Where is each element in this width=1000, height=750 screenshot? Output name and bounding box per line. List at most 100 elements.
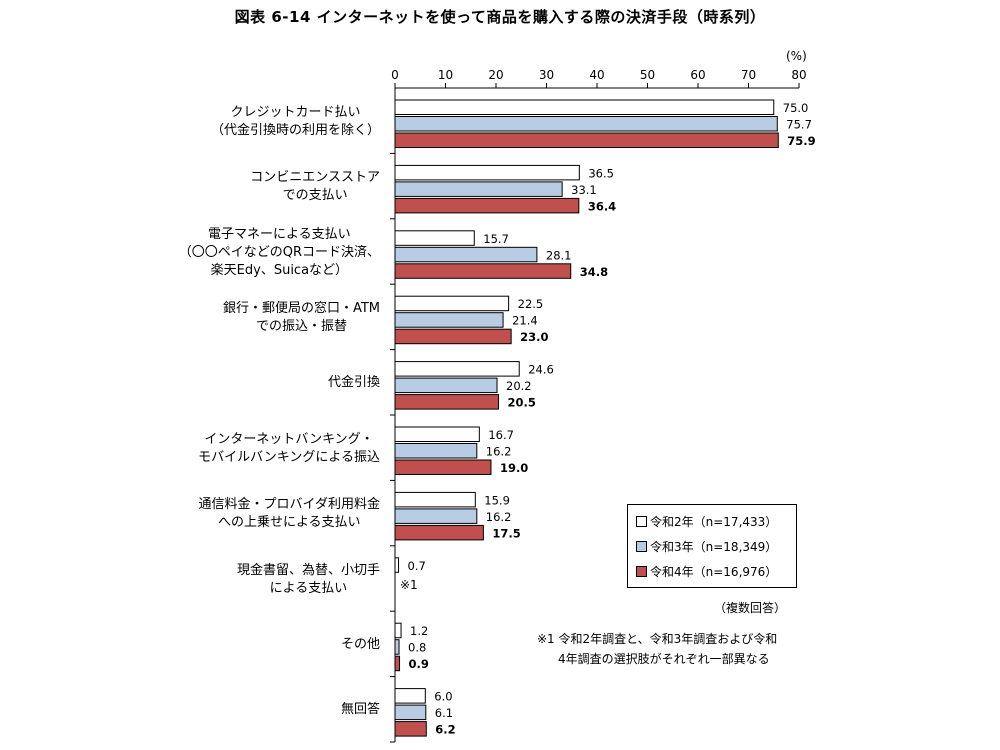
bar (394, 622, 402, 639)
category-label-line: での支払い (282, 188, 348, 204)
bar (394, 721, 427, 737)
data-label: 15.9 (484, 493, 510, 507)
category-label-line: による支払い (269, 580, 348, 596)
bar (394, 639, 400, 655)
category-label-line: コンビニエンスストア (250, 170, 380, 186)
bar (394, 132, 779, 148)
data-label: 0.7 (408, 559, 426, 573)
legend-item: 令和4年（n=16,976） (636, 559, 788, 584)
data-label: 19.0 (500, 461, 528, 475)
category-label: クレジットカード払い （代金引換時の利用を除く） (211, 104, 380, 140)
bar (394, 99, 775, 115)
x-tick-label: 40 (589, 68, 604, 82)
footnote-line: ※1 令和2年調査と、令和3年調査および令和 (537, 632, 778, 646)
data-label: 16.7 (488, 428, 514, 442)
category-label: インターネットバンキング・ モバイルバンキングによる振込 (198, 431, 380, 467)
bar (394, 394, 500, 410)
legend-swatch (636, 516, 647, 527)
bar (394, 197, 580, 214)
footnote: ※1 令和2年調査と、令和3年調査および令和 4年調査の選択肢がそれぞれ一部異な… (537, 629, 777, 669)
data-label: 0.8 (408, 641, 426, 655)
data-label: 24.6 (528, 363, 554, 377)
unit-label: (%) (786, 49, 807, 63)
bar (394, 377, 498, 394)
data-label: 75.7 (786, 118, 812, 132)
category-label: その他 (341, 636, 380, 654)
data-label: 23.0 (520, 330, 548, 344)
bar (394, 116, 778, 132)
data-label: 6.0 (434, 690, 452, 704)
x-tick-label: 10 (438, 68, 453, 82)
category-label-line: 電子マネーによる支払い (208, 226, 351, 242)
data-label: 75.9 (787, 134, 815, 148)
data-label: 17.5 (492, 526, 520, 540)
data-label: 21.4 (512, 314, 538, 328)
data-label: 36.5 (588, 166, 614, 180)
data-label: 20.2 (506, 379, 532, 393)
data-label: 34.8 (580, 265, 608, 279)
category-label-line: 銀行・郵便局の窓口・ATM (222, 300, 380, 316)
bar (394, 557, 400, 573)
bar (394, 443, 478, 459)
bar (394, 508, 478, 524)
bar (394, 361, 520, 377)
bar (394, 704, 427, 721)
bar (394, 246, 538, 263)
bar (394, 230, 475, 246)
category-label-line: （代金引換時の利用を除く） (210, 122, 380, 138)
data-label: 28.1 (546, 248, 572, 262)
category-label: 通信料金・プロバイダ利用料金 への上乗せによる支払い (199, 496, 380, 532)
category-label-line: （〇〇ペイなどのQRコード決済、 (178, 244, 380, 260)
legend: 令和2年（n=17,433） 令和3年（n=18,349） 令和4年（n=16,… (627, 504, 797, 588)
data-label: 33.1 (571, 183, 597, 197)
bar (394, 524, 484, 541)
category-label: 現金書留、為替、小切手 による支払い (237, 562, 380, 598)
data-label: 16.2 (486, 510, 512, 524)
bar (394, 164, 580, 181)
category-label-line: 現金書留、為替、小切手 (236, 562, 380, 578)
x-tick-label: 20 (488, 68, 503, 82)
legend-swatch (636, 566, 647, 577)
legend-item: 令和2年（n=17,433） (636, 509, 788, 534)
data-label: 15.7 (483, 232, 509, 246)
bar (394, 459, 492, 475)
category-label-line: 楽天Edy、Suicaなど） (210, 262, 349, 278)
category-label-line: モバイルバンキングによる振込 (198, 449, 380, 465)
x-tick-label: 60 (690, 68, 705, 82)
data-label: 36.4 (588, 199, 616, 213)
category-label: コンビニエンスストア での支払い (250, 169, 380, 205)
x-tick-label: 50 (640, 68, 655, 82)
category-label-line: 通信料金・プロバイダ利用料金 (198, 497, 380, 513)
category-label-line: インターネットバンキング・ (204, 431, 374, 447)
bar (394, 688, 426, 704)
bar (394, 328, 512, 345)
chart-title: 図表 6-14 インターネットを使って商品を購入する際の決済手段（時系列） (234, 8, 766, 26)
category-label-line: への上乗せによる支払い (217, 515, 361, 531)
x-tick-label: 80 (791, 68, 806, 82)
legend-label: 令和4年（n=16,976） (650, 565, 778, 579)
data-label: 75.0 (783, 101, 809, 115)
data-label: 6.2 (435, 723, 455, 737)
data-label: 0.9 (409, 657, 429, 671)
category-label-line: 無回答 (340, 702, 380, 718)
data-label: 16.2 (486, 445, 512, 459)
bar (394, 426, 480, 442)
category-label-line: 代金引換 (327, 375, 380, 391)
bar (394, 295, 510, 312)
category-label-line: での振込・振替 (255, 318, 347, 334)
category-label: 銀行・郵便局の窓口・ATM での振込・振替 (223, 300, 380, 336)
legend-label: 令和2年（n=17,433） (650, 515, 778, 529)
category-label: 代金引換 (328, 374, 380, 392)
legend-swatch (636, 541, 647, 552)
category-label: 無回答 (341, 701, 380, 719)
x-tick-label: 70 (741, 68, 756, 82)
legend-label: 令和3年（n=18,349） (650, 540, 778, 554)
x-tick-label: 30 (539, 68, 554, 82)
x-tick-label: 0 (391, 68, 399, 82)
sub-note: ※1 (400, 578, 418, 592)
category-label: 電子マネーによる支払い （〇〇ペイなどのQRコード決済、 楽天Edy、Suicaなど… (179, 226, 380, 280)
bar (394, 181, 563, 197)
bar (394, 312, 504, 328)
category-label-line: クレジットカード払い (230, 104, 361, 120)
bar (394, 491, 476, 508)
